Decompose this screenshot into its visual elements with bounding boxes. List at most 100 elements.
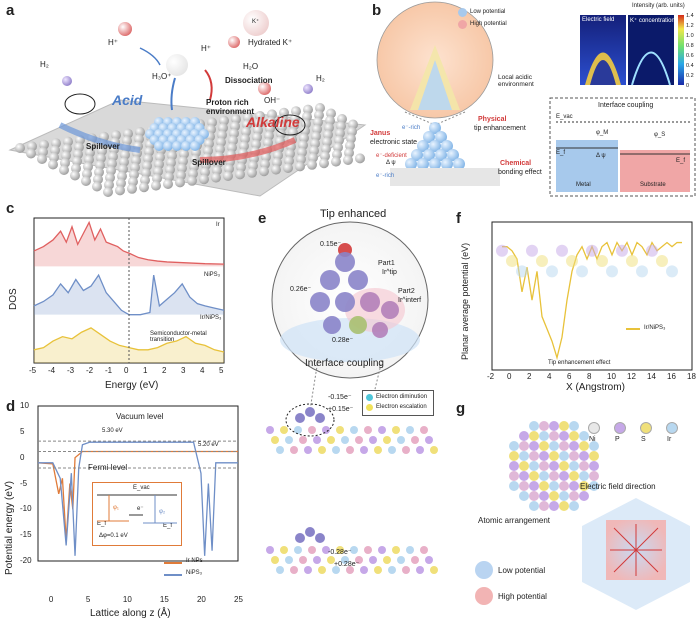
atom	[348, 270, 368, 290]
slab-atom	[290, 446, 298, 454]
colorbar-tick: 1.2	[686, 23, 694, 29]
inset-psi2: φ₂	[159, 509, 166, 515]
panel-label-d: d	[6, 398, 16, 415]
label-low-potential: Low potential	[498, 566, 546, 575]
chart-c-xtick: -2	[86, 366, 94, 375]
atom	[539, 451, 549, 461]
slab-atom	[271, 436, 279, 444]
h2-circle-left	[64, 93, 96, 115]
label-part2: Part2	[398, 288, 415, 295]
atom	[539, 421, 549, 431]
label-h2-left: H₂	[40, 60, 49, 69]
legend-nips-swatch	[164, 574, 182, 576]
label-metal: Metal	[576, 182, 591, 188]
slab-atom	[151, 180, 161, 191]
atom	[589, 471, 599, 481]
chart-f-xtick: 18	[687, 372, 696, 381]
slab-atom	[430, 446, 438, 454]
label-oh-minus: OH⁻	[264, 96, 281, 105]
label-ef-right: E_f	[676, 158, 686, 164]
substrate-block	[620, 150, 690, 192]
chart-d-v530: 5.30 eV	[102, 428, 123, 434]
slab-atom	[48, 159, 58, 170]
label-h3o: H₃O⁺	[152, 72, 172, 81]
tip-inner	[418, 60, 452, 110]
ir-atom	[295, 533, 305, 543]
colorbar-tick: 0.6	[686, 53, 694, 59]
chart-d-xtick: 15	[159, 595, 169, 604]
panel-label-a: a	[6, 2, 15, 19]
slab-atom	[374, 566, 382, 574]
slab-atom	[280, 546, 288, 554]
slab-atom	[355, 556, 363, 564]
chart-d-inset: E_vac φ₁ φ₂ e⁻ E_f E_f Δφ=0.1 eV	[92, 482, 182, 546]
atom	[589, 481, 599, 491]
chart-c-xtick: 0	[124, 366, 129, 375]
panel-label-g: g	[456, 400, 466, 417]
slab-atom	[332, 446, 340, 454]
slab-atom	[15, 143, 25, 153]
chart-d-ytick: 5	[20, 426, 25, 436]
legend-high-label: High potential	[470, 21, 507, 27]
label-h-plus: H⁺	[108, 38, 118, 47]
ir-atom	[315, 533, 325, 543]
label-h2-right: H₂	[316, 74, 325, 83]
label-high-potential: High potential	[498, 592, 547, 601]
series-line	[38, 441, 238, 556]
atom	[549, 431, 559, 441]
slab-atom	[416, 446, 424, 454]
chart-d-ytick: 10	[20, 401, 29, 410]
atom	[539, 461, 549, 471]
atom	[596, 255, 608, 268]
element-swatch	[614, 422, 626, 434]
slab-atom	[175, 177, 185, 188]
atom	[579, 461, 589, 471]
h2-molecule-right-icon	[303, 84, 313, 94]
slab-atom	[369, 556, 377, 564]
atom	[529, 491, 539, 501]
ir-atom	[163, 141, 173, 151]
atom	[559, 441, 569, 451]
pyramid-atom	[453, 158, 465, 170]
chart-c-label-transition: Semiconductor-metal transition	[150, 331, 207, 343]
label-h-plus-2: H⁺	[201, 44, 211, 53]
chart-c-xtick: -1	[105, 366, 113, 375]
ir-atom	[181, 141, 191, 151]
chart-f-xtick: 8	[587, 372, 592, 381]
slab-atom	[364, 426, 372, 434]
atom	[589, 451, 599, 461]
chart-d-ytick: 0	[20, 452, 25, 462]
panel-b: Low potential High potential Intensity (…	[370, 0, 700, 200]
atom	[539, 491, 549, 501]
inset-ef2: E_f	[163, 523, 173, 529]
slab-atom	[163, 179, 173, 189]
atom	[549, 491, 559, 501]
chart-f-legend-swatch	[626, 328, 640, 330]
chart-f-legend: Ir/NiPS₃	[644, 325, 666, 331]
chart-d-fermi: Fermi level	[88, 463, 128, 472]
h2o-molecule-icon	[228, 36, 240, 48]
atom	[586, 244, 598, 257]
label-proton-rich: Proton rich environment	[206, 98, 255, 116]
label-spillover-right: Spillover	[192, 158, 226, 167]
label-ir-tip: Ir^tip	[382, 269, 397, 276]
pyramid-atom	[417, 158, 429, 170]
label-q3: 0.28e⁻	[332, 337, 354, 344]
inset-evac: E_vac	[133, 485, 150, 491]
slab-atom	[336, 546, 344, 554]
chart-f-xtick: 0	[507, 372, 512, 381]
chart-f-xlabel: X (Angstrom)	[566, 382, 625, 393]
chart-f-xtick: 10	[607, 372, 616, 381]
legend-diminution-swatch	[366, 394, 373, 401]
zoom-line-2	[369, 359, 383, 411]
slab-atom	[341, 556, 349, 564]
slab-atom	[308, 426, 316, 434]
element-swatch	[640, 422, 652, 434]
atom	[549, 451, 559, 461]
atom	[569, 431, 579, 441]
intensity-label: Intensity (arb. units)	[632, 3, 685, 9]
label-q6: -0.28e⁻	[328, 549, 352, 556]
atom	[335, 252, 355, 272]
pyramid-atom	[405, 158, 417, 170]
slab-atom	[402, 566, 410, 574]
